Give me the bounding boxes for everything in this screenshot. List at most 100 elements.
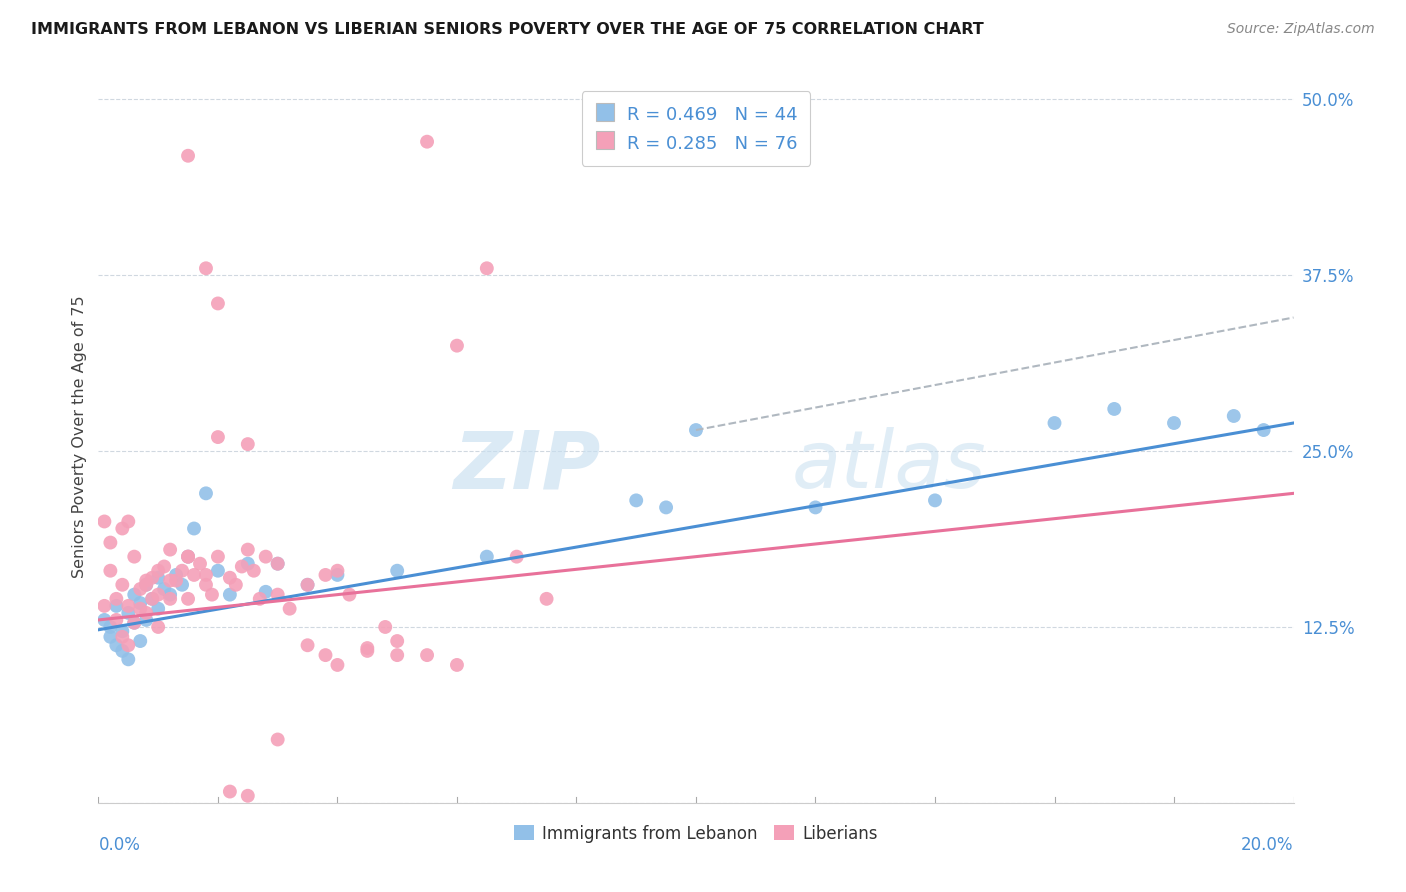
Point — [177, 549, 200, 564]
Point — [685, 423, 707, 437]
Text: Source: ZipAtlas.com: Source: ZipAtlas.com — [1227, 22, 1375, 37]
Point — [236, 542, 259, 557]
Point — [117, 652, 139, 666]
Point — [159, 591, 181, 606]
Point — [804, 500, 827, 515]
Point — [236, 437, 259, 451]
Point — [135, 574, 157, 588]
Point — [148, 620, 170, 634]
Point — [267, 557, 290, 571]
Point — [475, 261, 498, 276]
Point — [105, 638, 128, 652]
Point — [105, 613, 128, 627]
Point — [159, 588, 181, 602]
Point — [177, 591, 200, 606]
Point — [148, 601, 170, 615]
Point — [374, 620, 396, 634]
Point — [195, 486, 218, 500]
Point — [249, 591, 271, 606]
Point — [924, 493, 946, 508]
Point — [93, 515, 115, 529]
Point — [315, 648, 337, 662]
Text: ZIP: ZIP — [453, 427, 600, 506]
Point — [207, 430, 229, 444]
Point — [141, 591, 163, 606]
Point — [1253, 423, 1275, 437]
Point — [1223, 409, 1246, 423]
Point — [254, 584, 277, 599]
Point — [315, 568, 337, 582]
Point — [356, 641, 378, 656]
Point — [98, 620, 122, 634]
Point — [385, 648, 409, 662]
Point — [236, 557, 259, 571]
Point — [98, 564, 122, 578]
Point — [207, 549, 229, 564]
Point — [236, 789, 259, 803]
Point — [141, 571, 163, 585]
Point — [207, 296, 229, 310]
Point — [297, 578, 319, 592]
Point — [135, 606, 157, 620]
Point — [195, 568, 218, 582]
Point — [124, 588, 146, 602]
Point — [135, 578, 157, 592]
Point — [93, 599, 115, 613]
Point — [105, 591, 128, 606]
Point — [117, 599, 139, 613]
Point — [111, 521, 134, 535]
Point — [356, 644, 378, 658]
Point — [135, 613, 157, 627]
Point — [416, 648, 439, 662]
Point — [385, 634, 409, 648]
Point — [111, 624, 134, 639]
Point — [1104, 401, 1126, 416]
Point — [141, 591, 163, 606]
Point — [326, 568, 349, 582]
Point — [129, 601, 152, 615]
Point — [655, 500, 678, 515]
Point — [172, 564, 194, 578]
Point — [254, 549, 277, 564]
Point — [188, 557, 211, 571]
Legend: Immigrants from Lebanon, Liberians: Immigrants from Lebanon, Liberians — [508, 818, 884, 849]
Point — [326, 657, 349, 672]
Text: 20.0%: 20.0% — [1241, 836, 1294, 854]
Text: atlas: atlas — [792, 427, 987, 506]
Point — [201, 588, 224, 602]
Point — [183, 568, 205, 582]
Point — [165, 574, 187, 588]
Point — [297, 578, 319, 592]
Point — [153, 582, 176, 596]
Point — [446, 657, 468, 672]
Point — [626, 493, 648, 508]
Point — [339, 588, 361, 602]
Point — [159, 574, 181, 588]
Point — [177, 549, 200, 564]
Point — [148, 588, 170, 602]
Point — [385, 564, 409, 578]
Point — [231, 559, 253, 574]
Point — [207, 564, 229, 578]
Point — [416, 135, 439, 149]
Text: IMMIGRANTS FROM LEBANON VS LIBERIAN SENIORS POVERTY OVER THE AGE OF 75 CORRELATI: IMMIGRANTS FROM LEBANON VS LIBERIAN SENI… — [31, 22, 984, 37]
Point — [135, 578, 157, 592]
Point — [93, 613, 115, 627]
Point — [148, 571, 170, 585]
Point — [159, 542, 181, 557]
Point — [219, 571, 242, 585]
Text: 0.0%: 0.0% — [98, 836, 141, 854]
Point — [117, 638, 139, 652]
Point — [129, 634, 152, 648]
Point — [278, 601, 301, 615]
Point — [475, 549, 498, 564]
Point — [243, 564, 266, 578]
Point — [124, 615, 146, 630]
Point — [177, 549, 200, 564]
Point — [124, 615, 146, 630]
Point — [148, 564, 170, 578]
Point — [177, 149, 200, 163]
Point — [98, 630, 122, 644]
Point — [117, 515, 139, 529]
Point — [536, 591, 558, 606]
